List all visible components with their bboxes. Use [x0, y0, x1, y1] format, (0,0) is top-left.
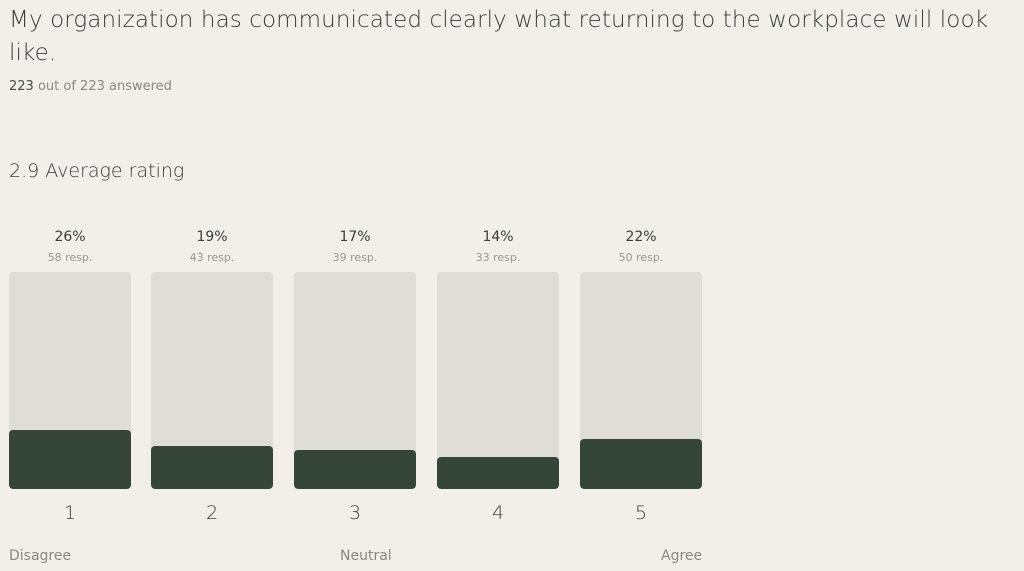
bar-fill	[294, 450, 416, 489]
rating-column-1: 26% 58 resp. 1	[9, 228, 131, 524]
response-count-label: 39 resp.	[332, 251, 378, 264]
rating-value-label: 4	[491, 502, 505, 524]
rating-column-4: 14% 33 resp. 4	[437, 228, 559, 524]
bar-track	[437, 272, 559, 489]
bar-fill	[151, 446, 273, 489]
scale-label-agree: Agree	[661, 548, 703, 564]
bar-fill	[9, 430, 131, 489]
rating-column-3: 17% 39 resp. 3	[294, 228, 416, 524]
response-count-label: 33 resp.	[475, 251, 521, 264]
answered-text: out of 223 answered	[37, 79, 172, 94]
rating-column-5: 22% 50 resp. 5	[580, 228, 702, 524]
rating-column-2: 19% 43 resp. 2	[151, 228, 273, 524]
rating-value-label: 5	[634, 502, 648, 524]
average-rating: 2.9 Average rating	[9, 160, 185, 182]
percent-label: 17%	[339, 229, 371, 245]
percent-label: 26%	[54, 229, 86, 245]
percent-label: 22%	[625, 229, 657, 245]
scale-label-neutral: Neutral	[340, 548, 392, 564]
response-count-label: 43 resp.	[189, 251, 235, 264]
bar-track	[151, 272, 273, 489]
rating-value-label: 2	[205, 502, 219, 524]
scale-label-disagree: Disagree	[9, 548, 72, 564]
answered-count: 223	[9, 79, 34, 94]
bar-track	[580, 272, 702, 489]
percent-label: 14%	[482, 229, 514, 245]
bar-fill	[437, 457, 559, 489]
response-count-label: 50 resp.	[618, 251, 664, 264]
bar-track	[9, 272, 131, 489]
bar-fill	[580, 439, 702, 489]
rating-value-label: 1	[63, 502, 77, 524]
response-count-label: 58 resp.	[47, 251, 93, 264]
percent-label: 19%	[196, 229, 228, 245]
rating-value-label: 3	[348, 502, 362, 524]
bar-track	[294, 272, 416, 489]
answered-summary: 223 out of 223 answered	[9, 79, 172, 94]
question-title: My organization has communicated clearly…	[9, 7, 989, 66]
